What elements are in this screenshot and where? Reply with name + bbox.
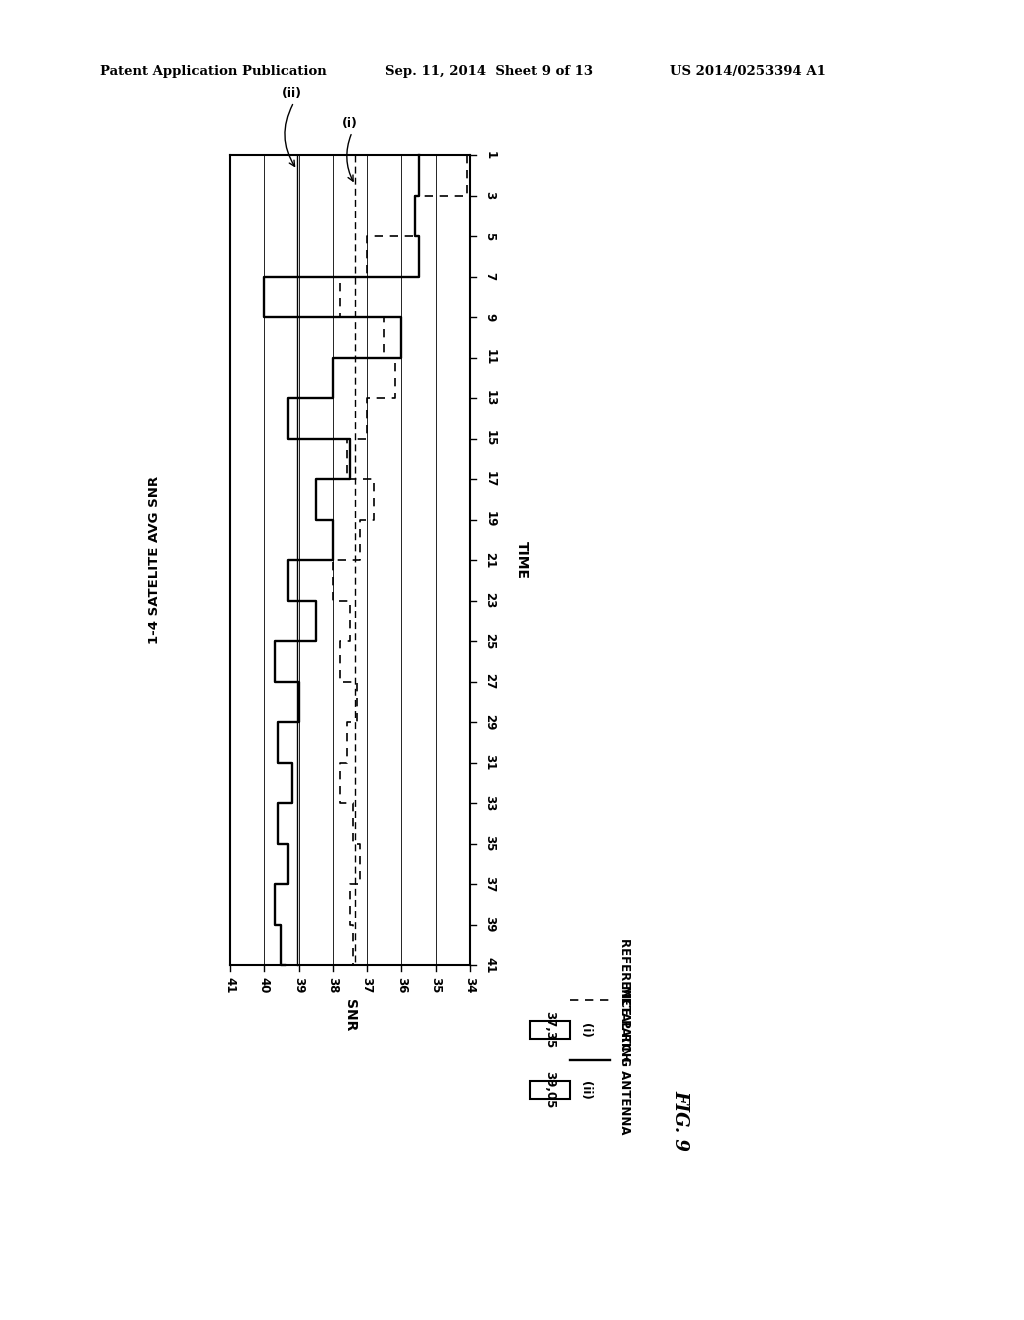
Text: 31: 31 (483, 754, 497, 771)
Text: 39: 39 (483, 916, 497, 933)
Text: 7: 7 (483, 272, 497, 281)
Text: 36: 36 (395, 977, 408, 993)
Text: TIME: TIME (515, 541, 529, 579)
Text: 41: 41 (483, 957, 497, 973)
Text: (ii): (ii) (282, 87, 302, 100)
Text: 25: 25 (483, 632, 497, 649)
Text: 15: 15 (483, 430, 497, 446)
Text: 37,35: 37,35 (544, 1011, 556, 1048)
Text: Patent Application Publication: Patent Application Publication (100, 66, 327, 78)
Text: (i): (i) (342, 117, 358, 129)
Text: 9: 9 (483, 313, 497, 321)
Text: 29: 29 (483, 714, 497, 730)
Text: SNR: SNR (343, 999, 357, 1031)
Text: REFERENCE PATCH: REFERENCE PATCH (618, 939, 631, 1061)
Text: (i): (i) (579, 1023, 592, 1038)
Text: 13: 13 (483, 389, 497, 407)
Text: 27: 27 (483, 673, 497, 689)
Text: 1-4 SATELITE AVG SNR: 1-4 SATELITE AVG SNR (148, 477, 162, 644)
Text: 1: 1 (483, 150, 497, 160)
Text: 11: 11 (483, 350, 497, 366)
Text: FIG. 9: FIG. 9 (671, 1089, 689, 1151)
Text: 23: 23 (483, 593, 497, 609)
Text: (ii): (ii) (579, 1081, 592, 1100)
Text: 38: 38 (327, 977, 339, 993)
Text: 41: 41 (223, 977, 237, 993)
Text: US 2014/0253394 A1: US 2014/0253394 A1 (670, 66, 826, 78)
Text: 21: 21 (483, 552, 497, 568)
Text: 40: 40 (258, 977, 270, 993)
Text: 17: 17 (483, 471, 497, 487)
Text: 35: 35 (483, 836, 497, 851)
Text: 39,05: 39,05 (544, 1072, 556, 1109)
Bar (530, 1020, 570, 1039)
Text: Sep. 11, 2014  Sheet 9 of 13: Sep. 11, 2014 Sheet 9 of 13 (385, 66, 593, 78)
Text: 19: 19 (483, 511, 497, 528)
Text: 5: 5 (483, 232, 497, 240)
Text: 39: 39 (292, 977, 305, 993)
Text: 3: 3 (483, 191, 497, 199)
Text: 35: 35 (429, 977, 442, 993)
Bar (530, 1081, 570, 1100)
Text: 34: 34 (464, 977, 476, 993)
Text: METAL RING ANTENNA: METAL RING ANTENNA (618, 985, 631, 1135)
Text: 33: 33 (483, 795, 497, 810)
Text: 37: 37 (483, 876, 497, 892)
Text: 37: 37 (360, 977, 374, 993)
